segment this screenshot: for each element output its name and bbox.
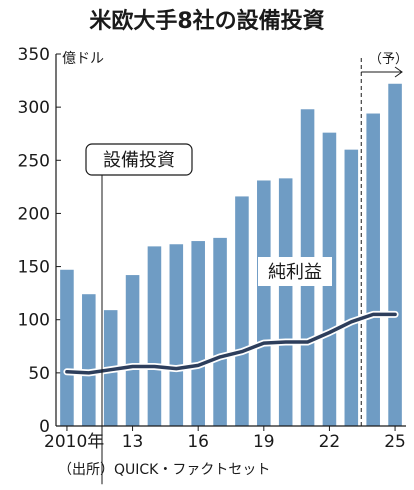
x-tick-label: 22: [319, 432, 341, 452]
y-tick-label: 250: [18, 151, 50, 171]
forecast-marker: [360, 58, 403, 426]
capex-bar: [388, 83, 402, 426]
y-axis-unit: 億ドル: [62, 51, 104, 67]
x-tick-label: 16: [187, 432, 209, 452]
capex-bars: [60, 83, 402, 427]
x-tick-label: 19: [253, 432, 275, 452]
x-tick-label: 2010年: [44, 432, 104, 452]
capex-bar: [366, 113, 380, 427]
capex-bar: [82, 294, 96, 426]
forecast-label: （予）: [369, 52, 408, 67]
capex-bar: [147, 246, 162, 426]
capex-callout-label: 設備投資: [103, 150, 175, 171]
capex-bar: [213, 237, 227, 426]
capex-bar: [257, 180, 271, 426]
capex-bar: [125, 275, 140, 426]
y-tick-label: 100: [18, 311, 50, 331]
y-tick-label: 0: [39, 417, 50, 437]
x-tick-label: 25: [384, 432, 406, 452]
capex-bar: [60, 269, 74, 426]
y-axis-ticks: 0 50 100 150 200 250 300 350: [18, 45, 61, 437]
y-tick-label: 350: [18, 45, 50, 65]
y-tick-label: 200: [18, 204, 50, 224]
y-tick-label: 300: [18, 98, 50, 118]
x-tick-label: 13: [122, 432, 144, 452]
net-income-callout-box: [258, 257, 332, 286]
y-tick-label: 150: [18, 258, 50, 278]
capex-bar: [344, 149, 359, 426]
net-income-line-path: [65, 312, 397, 375]
capex-bar: [191, 241, 205, 426]
forecast-arrow-head: [394, 66, 403, 78]
capex-callout-box: [85, 143, 193, 176]
capex-bar: [235, 196, 249, 426]
net-income-callout-label: 純利益: [268, 262, 322, 283]
capex-bar: [278, 178, 293, 426]
capex-bar: [169, 244, 184, 426]
x-axis-ticks: 2010年 13 16 19 22 25: [44, 426, 406, 452]
chart-title: 米欧大手8社の設備投資: [89, 8, 324, 34]
net-income-line: [63, 310, 399, 377]
source-note: （出所）QUICK・ファクトセット: [58, 462, 270, 478]
y-tick-label: 50: [28, 364, 50, 384]
axes: [55, 54, 406, 427]
